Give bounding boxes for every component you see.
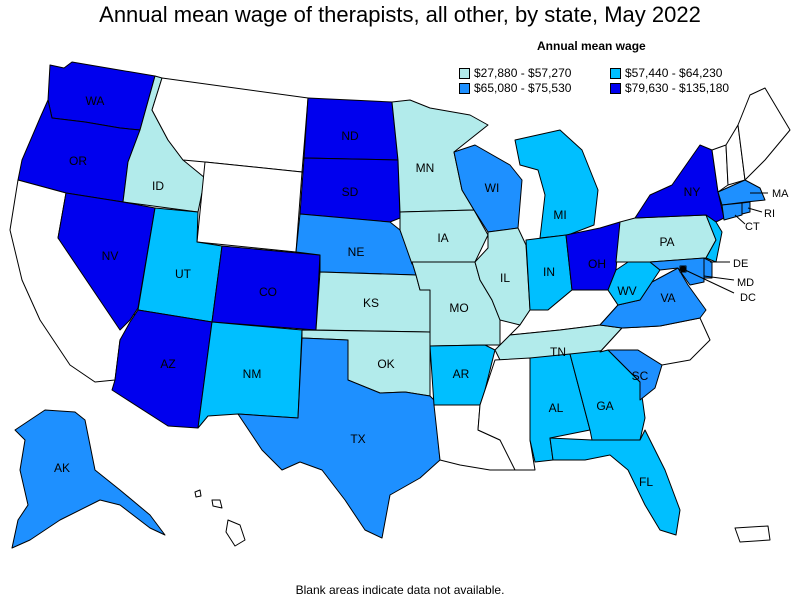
state-label-IN: IN xyxy=(543,265,555,279)
callout-line-DC xyxy=(682,268,735,294)
state-label-MO: MO xyxy=(449,301,468,315)
state-label-KS: KS xyxy=(363,296,379,310)
state-label-MN: MN xyxy=(416,161,435,175)
state-label-TX: TX xyxy=(350,432,365,446)
state-label-TN: TN xyxy=(550,345,566,359)
state-label-ID: ID xyxy=(152,179,164,193)
legend-title: Annual mean wage xyxy=(537,39,646,53)
state-label-OK: OK xyxy=(377,357,394,371)
state-SD[interactable] xyxy=(299,157,401,223)
state-labels: WA OR ID NV UT AZ CO NM ND SD NE KS OK T… xyxy=(54,94,789,489)
state-label-SD: SD xyxy=(342,185,359,199)
state-label-AZ: AZ xyxy=(160,357,175,371)
state-label-WV: WV xyxy=(617,284,636,298)
state-label-CO: CO xyxy=(259,285,277,299)
state-label-ND: ND xyxy=(341,129,359,143)
state-WY[interactable] xyxy=(196,161,303,253)
legend-item-bin-2: $57,440 - $64,230 xyxy=(610,66,722,80)
state-label-AL: AL xyxy=(549,401,564,415)
state-AK[interactable] xyxy=(11,409,166,549)
state-RI[interactable] xyxy=(741,201,751,215)
state-label-IA: IA xyxy=(437,231,448,245)
state-label-AK: AK xyxy=(54,461,70,475)
state-label-RI: RI xyxy=(764,208,775,220)
legend-item-bin-1: $27,880 - $57,270 xyxy=(459,66,571,80)
state-label-WI: WI xyxy=(485,181,500,195)
state-DE[interactable] xyxy=(703,257,713,279)
state-label-VA: VA xyxy=(660,291,675,305)
callout-line-RI xyxy=(747,207,763,213)
state-label-CT: CT xyxy=(745,221,760,233)
legend-item-bin-4: $79,630 - $135,180 xyxy=(610,81,729,95)
state-PR[interactable] xyxy=(734,525,771,543)
state-MD[interactable] xyxy=(649,257,705,286)
state-label-OR: OR xyxy=(69,154,87,168)
state-label-SC: SC xyxy=(632,369,649,383)
legend-swatch xyxy=(610,82,621,94)
legend-label: $27,880 - $57,270 xyxy=(474,66,572,80)
state-FL[interactable] xyxy=(549,429,681,536)
callout-line-MD xyxy=(703,275,735,281)
state-label-NV: NV xyxy=(102,249,119,263)
state-label-FL: FL xyxy=(639,475,653,489)
legend-label: $65,080 - $75,530 xyxy=(474,81,572,95)
legend-swatch xyxy=(459,82,470,94)
legend-swatch xyxy=(610,67,621,79)
callout-line-CT xyxy=(734,214,746,225)
state-label-GA: GA xyxy=(596,399,613,413)
state-label-WA: WA xyxy=(86,94,105,108)
state-label-MD: MD xyxy=(737,277,754,289)
state-label-AR: AR xyxy=(453,367,470,381)
state-label-NM: NM xyxy=(243,367,262,381)
state-label-NE: NE xyxy=(348,245,365,259)
state-label-OH: OH xyxy=(588,257,606,271)
state-IL[interactable] xyxy=(474,227,531,326)
state-CT[interactable] xyxy=(721,202,743,221)
state-label-NY: NY xyxy=(684,185,701,199)
state-label-DE: DE xyxy=(733,258,748,270)
map-title: Annual mean wage of therapists, all othe… xyxy=(99,2,701,27)
legend-label: $57,440 - $64,230 xyxy=(625,66,723,80)
state-TX[interactable] xyxy=(237,337,441,539)
legend-label: $79,630 - $135,180 xyxy=(625,81,730,95)
state-label-PA: PA xyxy=(659,235,674,249)
state-label-IL: IL xyxy=(500,271,510,285)
state-label-UT: UT xyxy=(175,267,192,281)
state-HI[interactable] xyxy=(194,489,246,547)
legend-item-bin-3: $65,080 - $75,530 xyxy=(459,81,571,95)
state-label-MI: MI xyxy=(553,208,566,222)
state-NV[interactable] xyxy=(57,192,156,331)
state-NY[interactable] xyxy=(634,144,725,223)
state-ME[interactable] xyxy=(737,87,791,181)
state-label-MA: MA xyxy=(772,188,789,200)
legend-swatch xyxy=(459,67,470,79)
state-label-DC: DC xyxy=(740,292,756,304)
footnote: Blank areas indicate data not available. xyxy=(295,583,505,597)
